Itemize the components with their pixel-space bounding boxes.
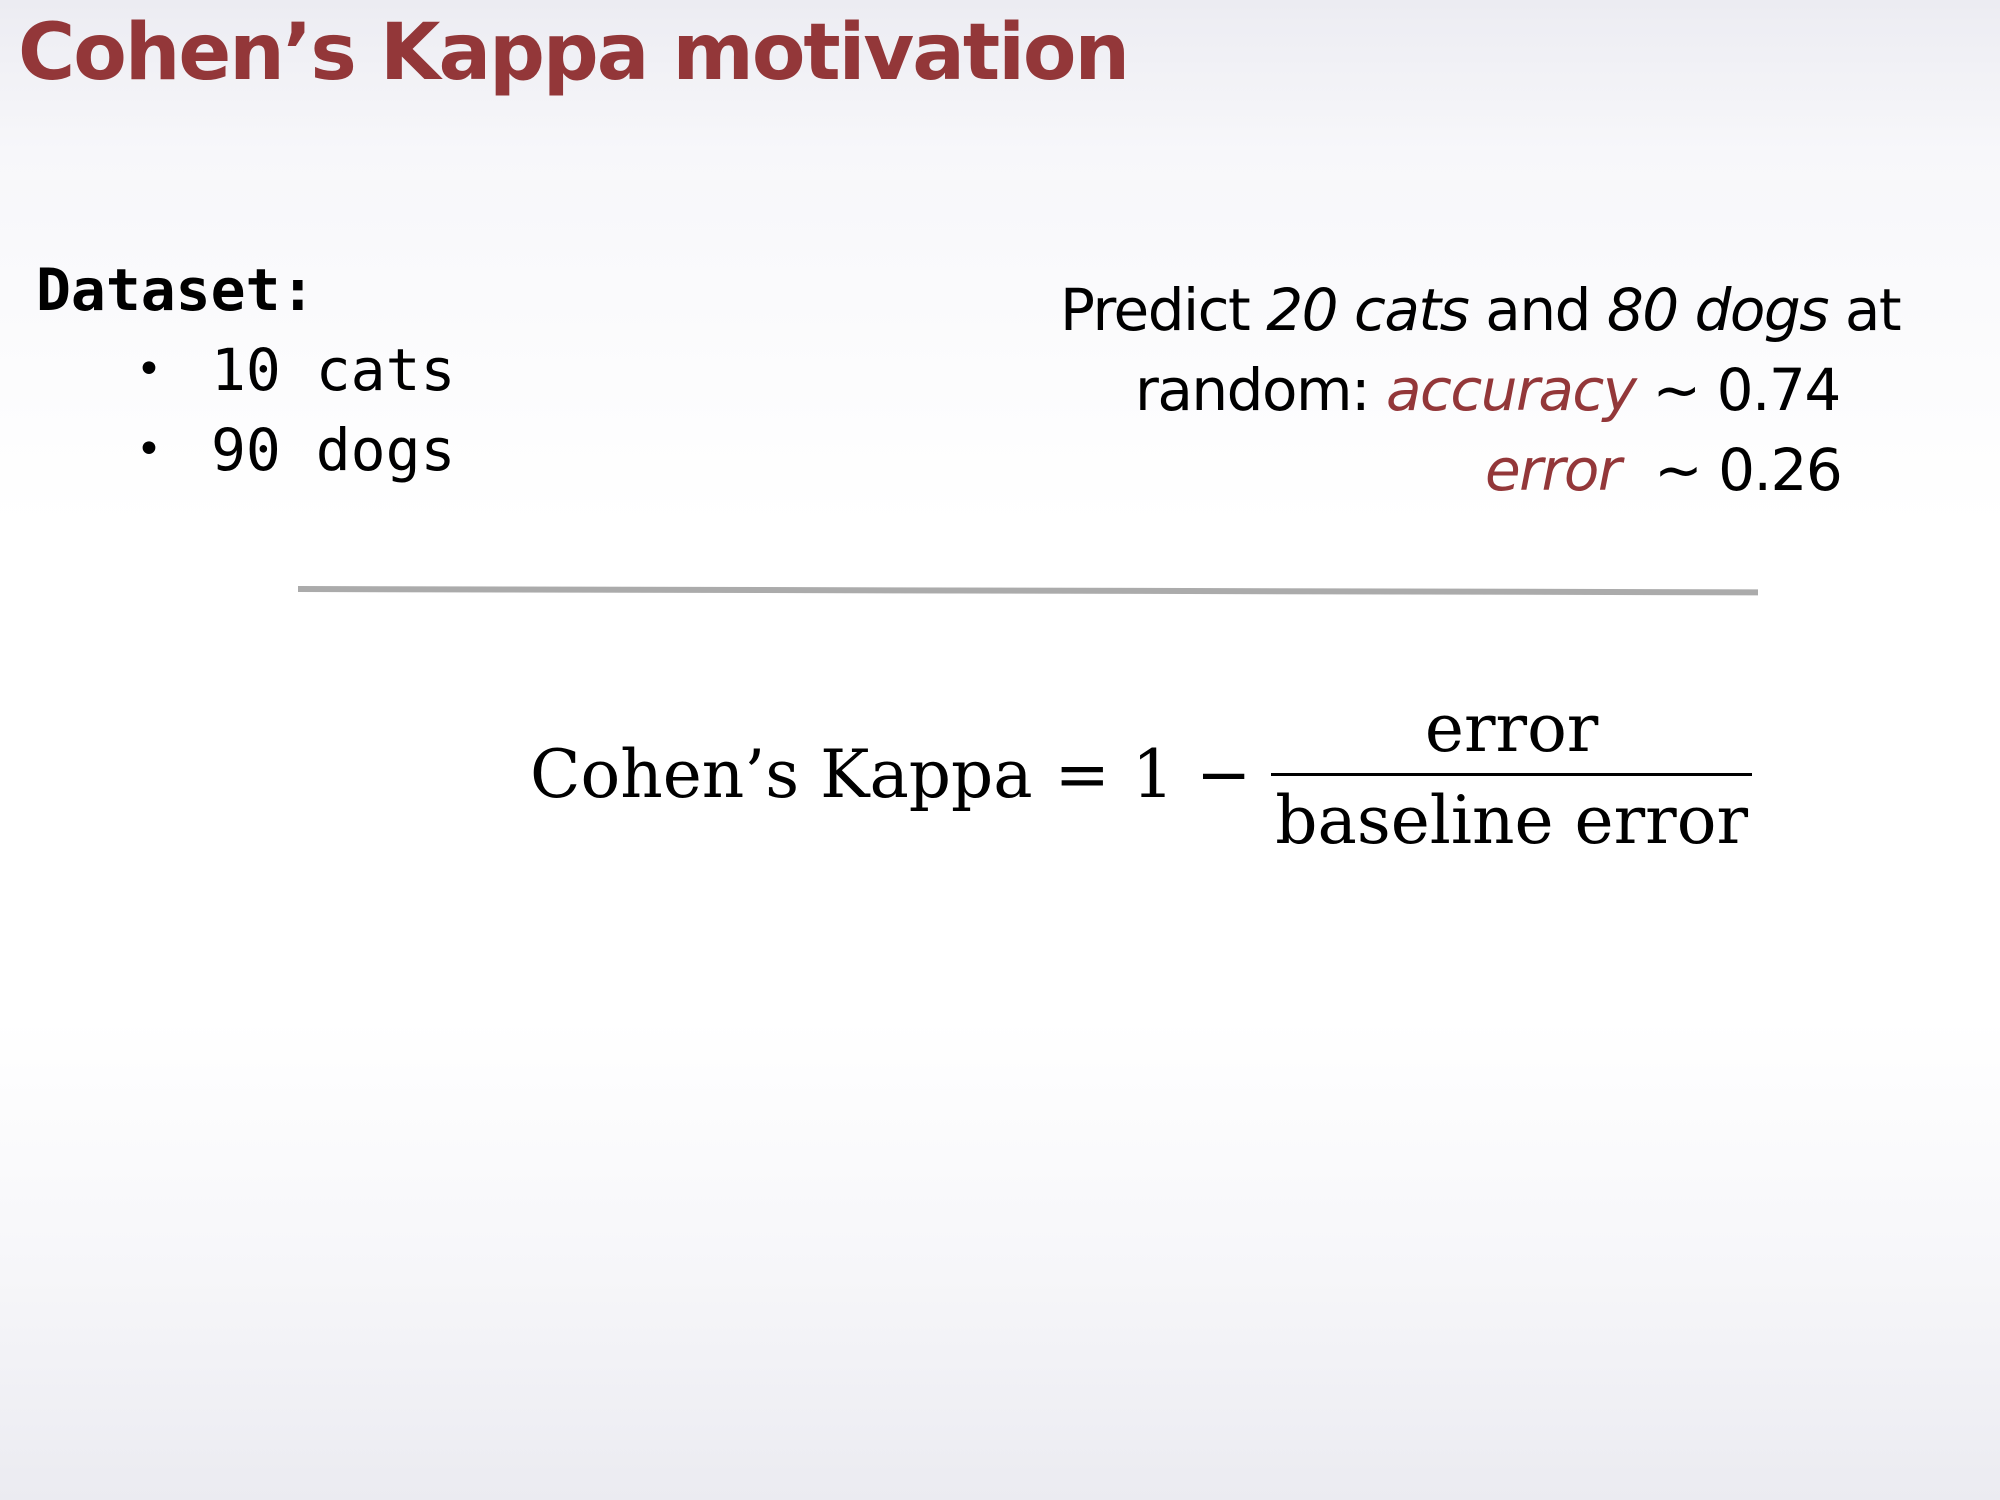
prediction-line-2: random: accuracy ~ 0.74 — [1040, 350, 1880, 430]
formula-equals: = — [1054, 736, 1110, 813]
dataset-item-cats: 10 cats — [211, 336, 456, 404]
predict-and: and — [1468, 276, 1607, 344]
formula-denominator: baseline error — [1275, 782, 1748, 859]
accuracy-label: accuracy — [1385, 356, 1637, 424]
predict-cats: 20 cats — [1266, 276, 1470, 344]
random-label: random: — [1135, 356, 1386, 424]
kappa-formula: Cohen’s Kappa = 1 − error baseline error — [530, 690, 1752, 859]
predict-at: at — [1827, 276, 1902, 344]
divider — [297, 586, 1759, 596]
prediction-line-3: error ~ 0.26 — [1040, 430, 1880, 510]
fraction-bar — [1271, 773, 1752, 776]
predict-word: Predict — [1060, 276, 1267, 344]
dataset-list: • 10 cats • 90 dogs — [36, 330, 455, 490]
prediction-text: Predict 20 cats and 80 dogs at random: a… — [1040, 270, 1902, 510]
formula-lhs: Cohen’s Kappa — [530, 736, 1033, 813]
dataset-heading: Dataset: — [36, 256, 316, 324]
accuracy-value: ~ 0.74 — [1635, 356, 1842, 424]
list-item: • 10 cats — [36, 330, 455, 410]
slide-title: Cohen’s Kappa motivation — [18, 8, 1130, 98]
formula-numerator: error — [1424, 690, 1599, 767]
formula-one: 1 — [1131, 736, 1174, 813]
predict-dogs: 80 dogs — [1606, 276, 1830, 344]
bullet-icon: • — [136, 344, 162, 395]
dataset-block: Dataset: • 10 cats • 90 dogs — [36, 250, 455, 490]
list-item: • 90 dogs — [36, 410, 455, 490]
prediction-line-1: Predict 20 cats and 80 dogs at — [1040, 270, 1902, 350]
formula-minus: − — [1195, 736, 1252, 813]
formula-fraction: error baseline error — [1271, 690, 1752, 859]
error-label: error — [1485, 436, 1622, 504]
bullet-icon: • — [136, 424, 162, 475]
dataset-item-dogs: 90 dogs — [211, 416, 456, 484]
error-value: ~ 0.26 — [1620, 436, 1843, 504]
